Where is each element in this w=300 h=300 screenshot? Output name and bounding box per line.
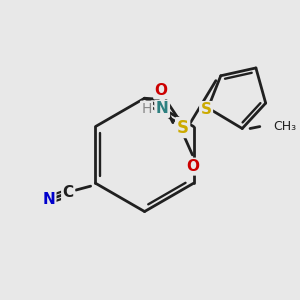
- Text: CH₃: CH₃: [274, 120, 297, 133]
- Text: H: H: [141, 102, 152, 116]
- Text: S: S: [177, 118, 189, 136]
- Text: S: S: [201, 103, 212, 118]
- Text: N: N: [42, 192, 55, 207]
- Text: O: O: [155, 83, 168, 98]
- Text: O: O: [186, 159, 199, 174]
- Text: C: C: [63, 185, 74, 200]
- Text: N: N: [156, 101, 169, 116]
